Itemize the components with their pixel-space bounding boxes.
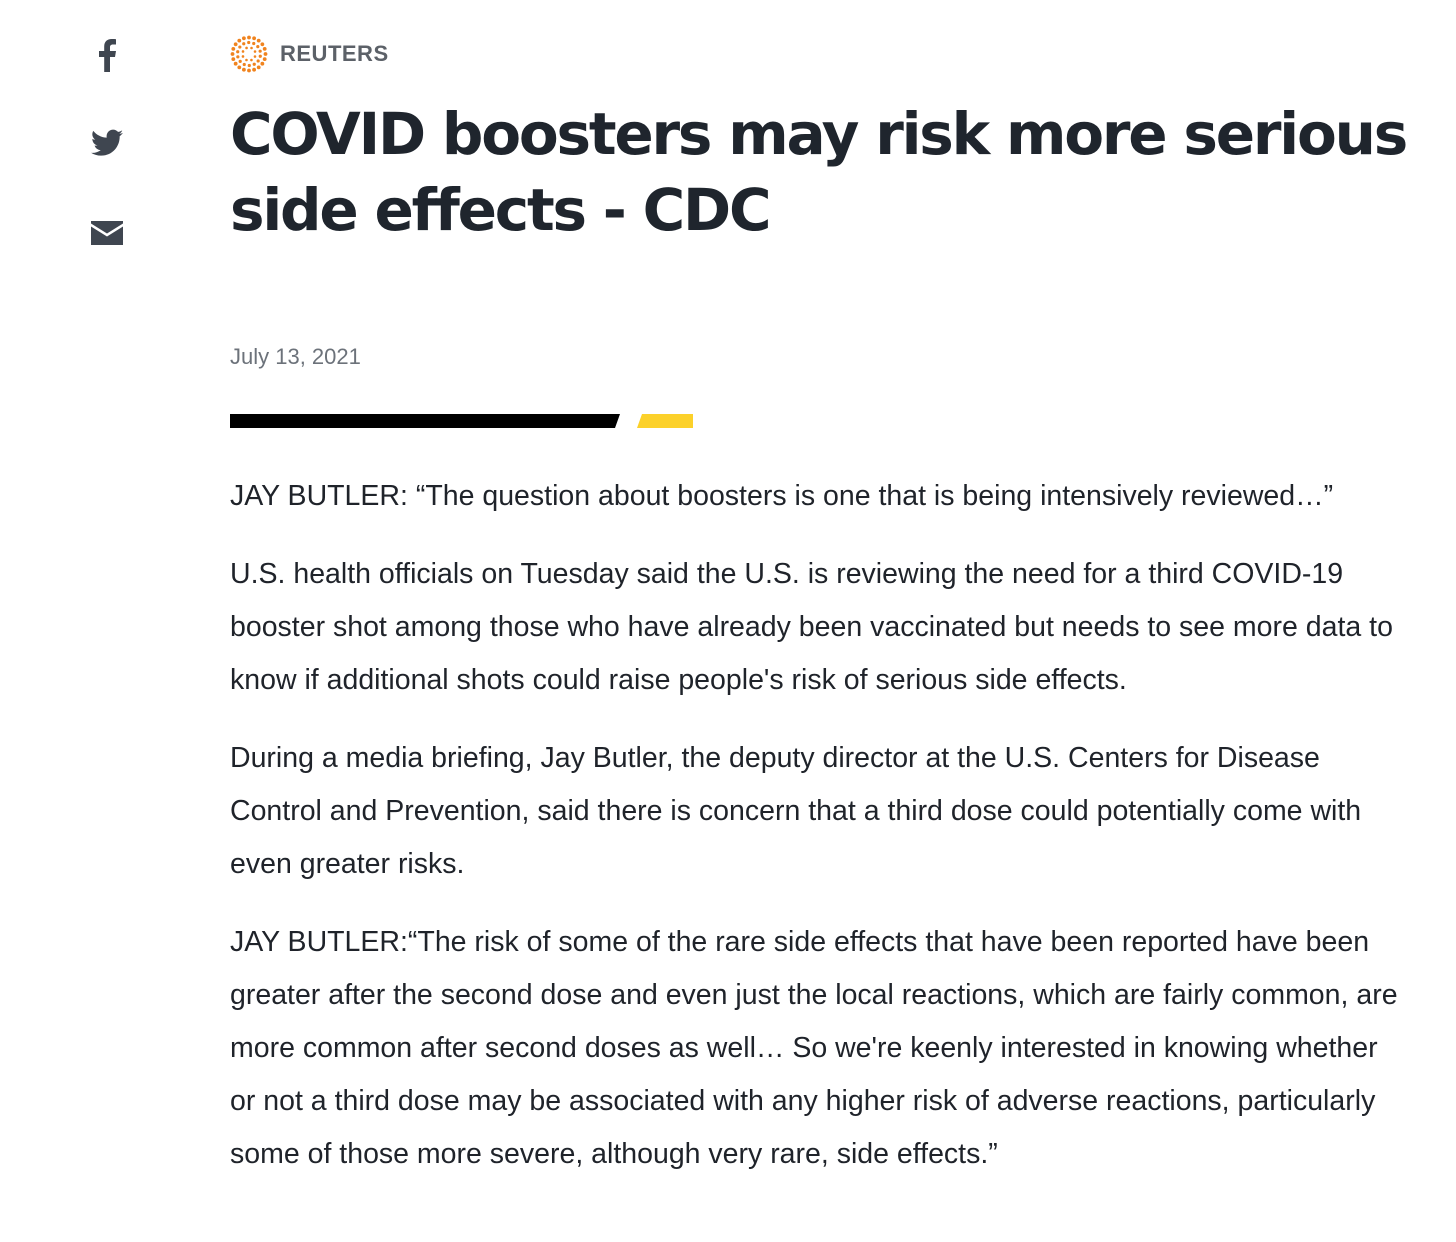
email-icon (91, 221, 123, 245)
logo-dot (262, 57, 267, 61)
logo-dot (242, 67, 246, 72)
logo-dot (252, 67, 256, 72)
publisher-name: REUTERS (280, 41, 389, 66)
reuters-dot-logo-icon (230, 35, 268, 73)
logo-dot (262, 47, 267, 51)
logo-dot (236, 55, 240, 59)
logo-dot (256, 45, 260, 49)
article-headline: COVID boosters may risk more serious sid… (230, 100, 1408, 244)
logo-dot (253, 55, 257, 58)
logo-dot (247, 40, 251, 45)
divider-yellow-bar (637, 414, 693, 428)
logo-dot (256, 59, 260, 63)
logo-dot (247, 35, 251, 40)
logo-dot (252, 36, 256, 41)
logo-dot (231, 57, 236, 61)
logo-dot (258, 54, 262, 58)
logo-dot (245, 46, 248, 50)
email-share-button[interactable] (86, 212, 128, 254)
logo-dot (247, 68, 251, 73)
logo-dot (242, 36, 246, 41)
logo-dot (260, 42, 265, 47)
twitter-share-button[interactable] (86, 122, 128, 164)
article-body: JAY BUTLER: “The question about boosters… (230, 470, 1405, 1206)
logo-dot (252, 41, 256, 46)
logo-dot (250, 58, 253, 62)
logo-dot (237, 38, 242, 43)
logo-dot (247, 63, 251, 68)
logo-dot (250, 46, 253, 50)
logo-dot (252, 62, 256, 66)
article-paragraph: During a media briefing, Jay Butler, the… (230, 742, 1362, 880)
headline-divider (230, 414, 693, 428)
logo-dot (245, 58, 248, 62)
logo-dot (258, 49, 262, 53)
article-paragraph: U.S. health officials on Tuesday said th… (230, 558, 1393, 696)
logo-dot (238, 59, 242, 63)
facebook-share-button[interactable] (86, 34, 128, 76)
logo-dot (263, 52, 268, 56)
logo-dot (242, 42, 246, 46)
logo-dot (230, 52, 235, 56)
logo-dot (256, 65, 261, 70)
article-paragraph: JAY BUTLER:“The risk of some of the rare… (230, 926, 1398, 1170)
facebook-icon (99, 39, 116, 72)
logo-dot (256, 38, 261, 43)
divider-black-bar (230, 414, 620, 428)
article-date: July 13, 2021 (230, 344, 361, 369)
logo-dot (242, 62, 246, 67)
logo-dot (241, 50, 245, 53)
logo-dot (233, 42, 238, 47)
logo-dot (236, 50, 240, 54)
logo-dot (241, 55, 245, 58)
logo-dot (260, 61, 265, 66)
logo-dot (231, 47, 236, 51)
twitter-icon (91, 129, 123, 156)
logo-dot (238, 45, 242, 49)
article-paragraph: JAY BUTLER: “The question about boosters… (230, 480, 1334, 512)
publisher-brand[interactable]: REUTERS (230, 35, 389, 73)
logo-dot (253, 50, 257, 53)
logo-dot (237, 65, 242, 70)
logo-dot (233, 61, 238, 66)
